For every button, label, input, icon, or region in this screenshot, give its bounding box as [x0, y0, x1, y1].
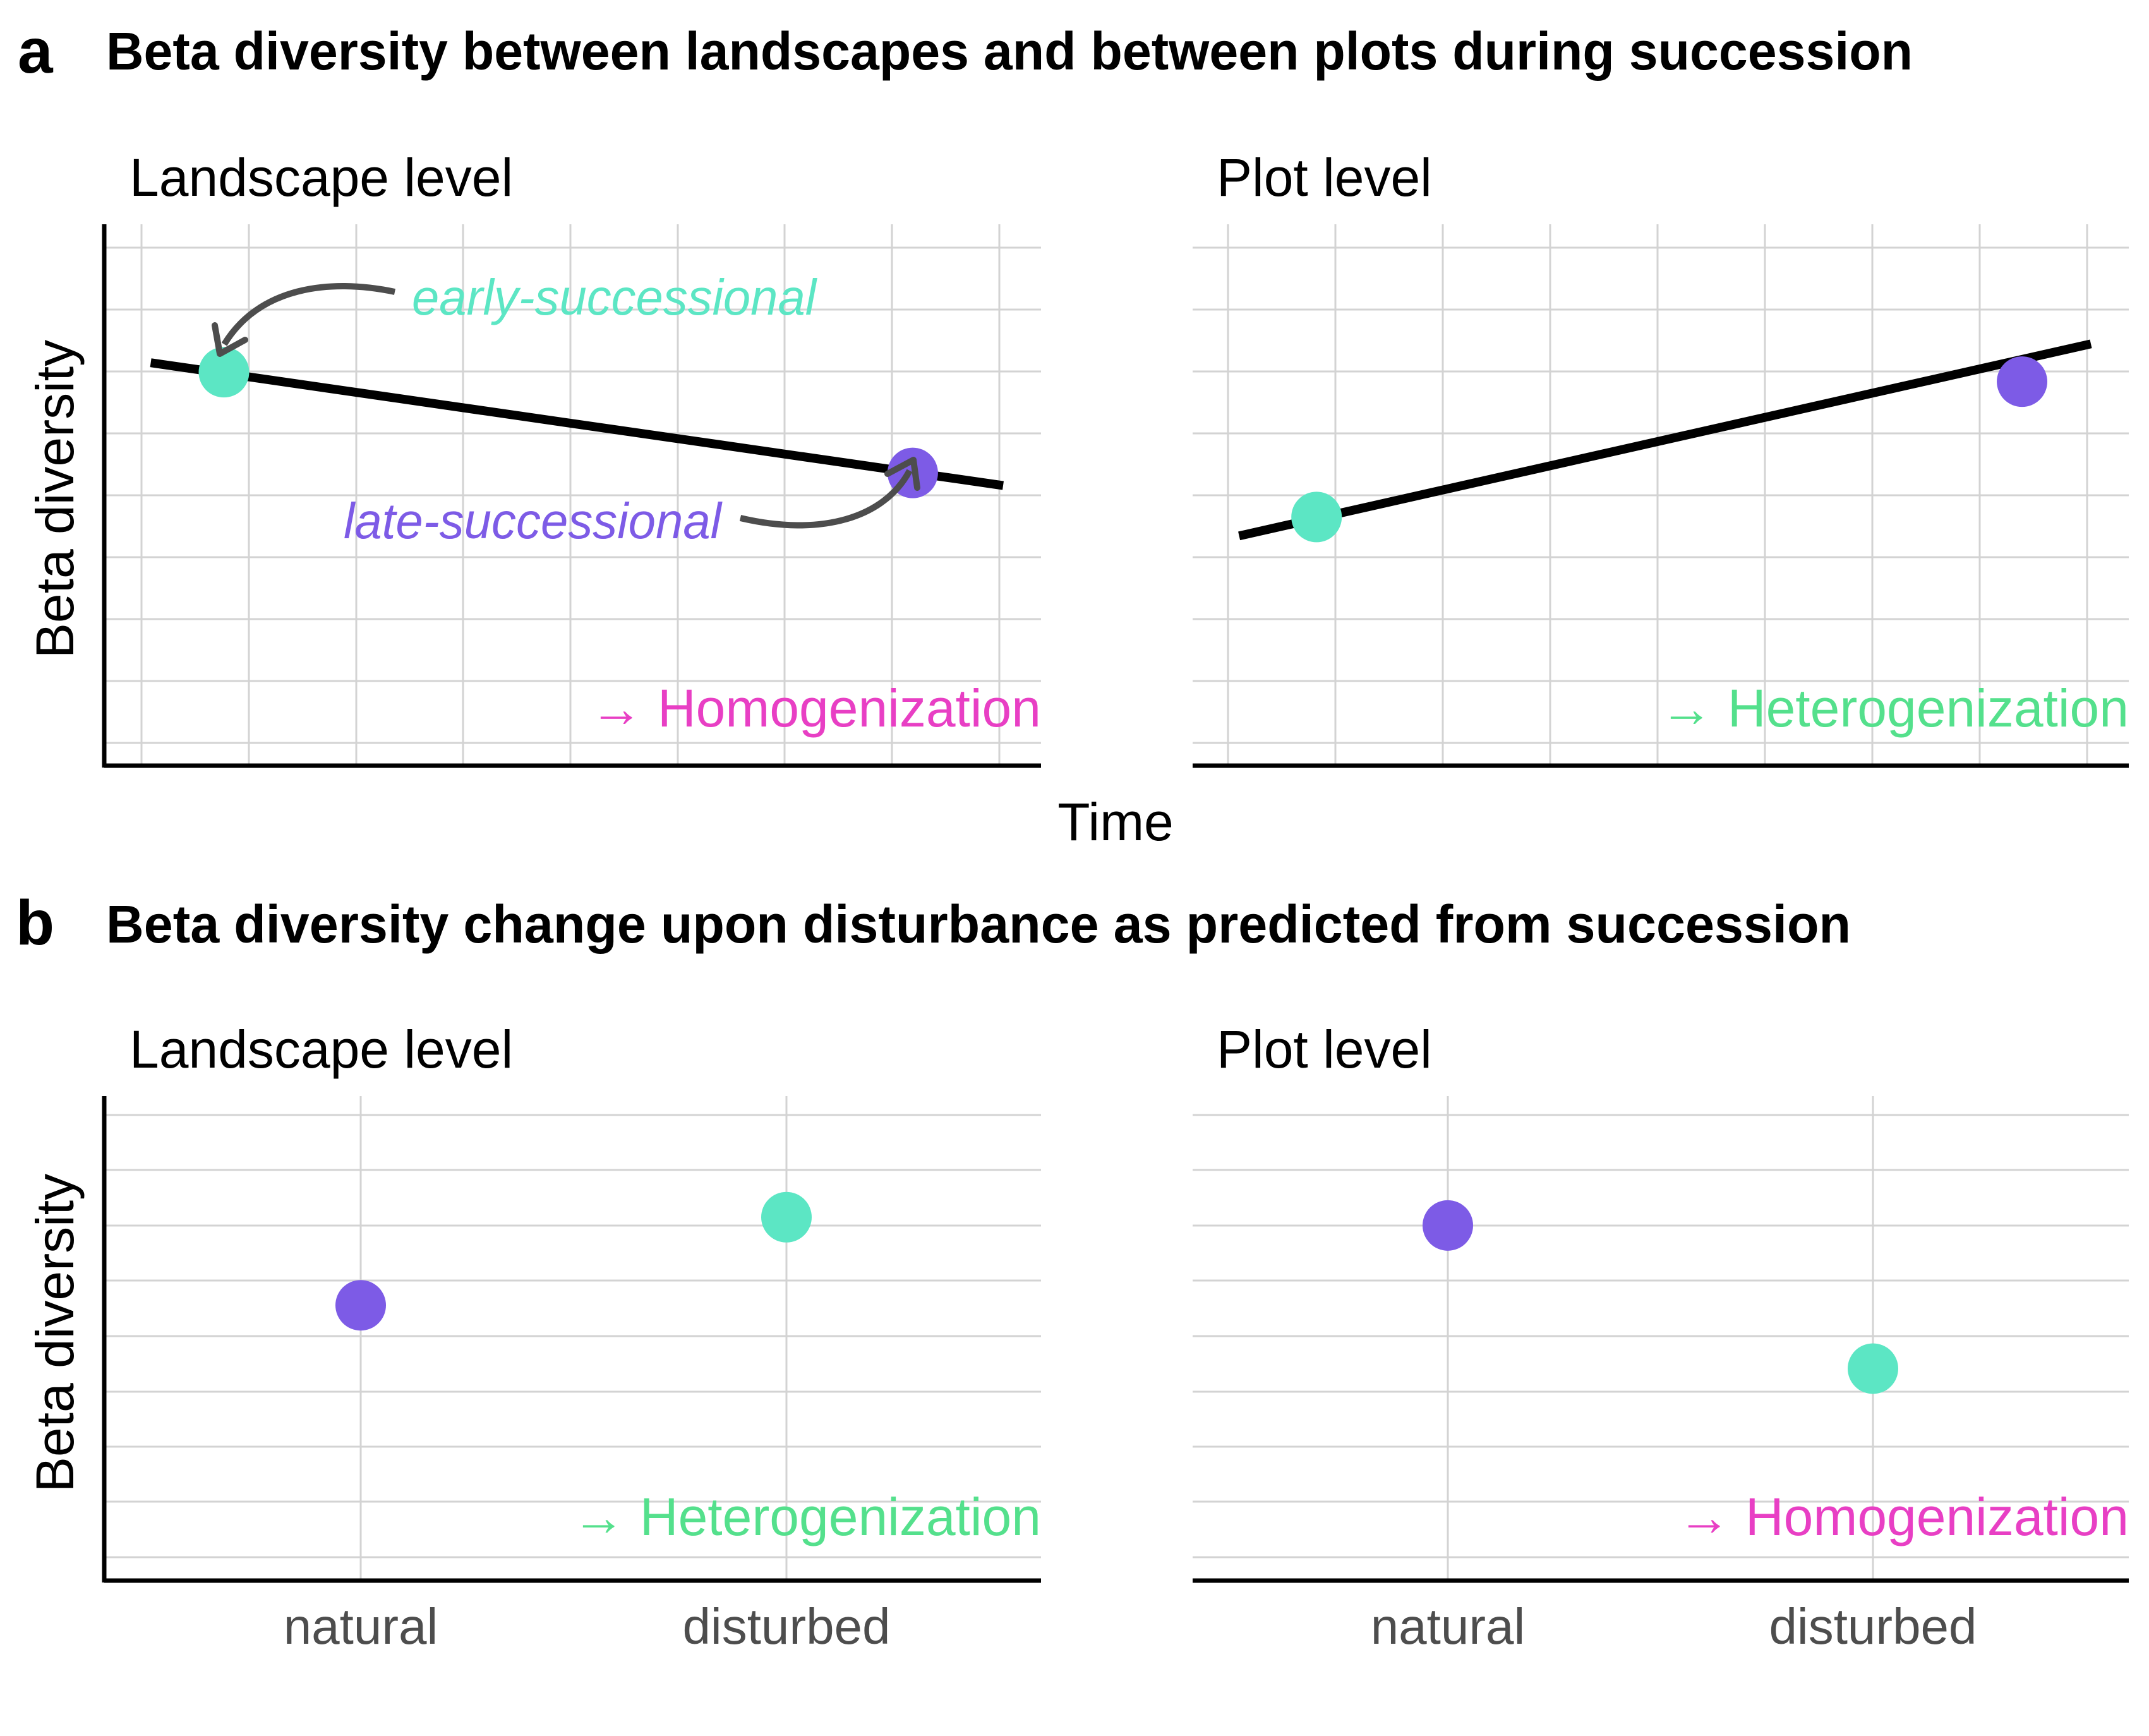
subplot-title: Plot level	[1217, 148, 1432, 207]
panel-a-letter: a	[18, 16, 54, 87]
data-point	[1291, 491, 1342, 543]
subplot-title: Landscape level	[129, 1020, 513, 1079]
early-arrow-curve	[221, 283, 396, 346]
data-point	[761, 1191, 812, 1243]
subplot-title: Landscape level	[129, 148, 513, 207]
subplot-title: Plot level	[1217, 1020, 1432, 1079]
late-successional-annotation: late-successional	[344, 457, 920, 549]
data-point	[335, 1280, 386, 1331]
late-arrow-curve	[739, 469, 913, 529]
x-tick-label: disturbed	[682, 1598, 890, 1655]
panel-b-letter: b	[16, 888, 54, 958]
result-annotation: → Heterogenization	[572, 1487, 1041, 1546]
panel-b-title: Beta diversity change upon disturbance a…	[106, 895, 1851, 954]
panel-a-x-axis-label: Time	[1057, 792, 1174, 852]
landscape-level-disturbance-chart: Landscape level natural disturbed → Heterog…	[102, 1020, 1041, 1655]
result-annotation: → Heterogenization	[1660, 678, 2129, 738]
early-successional-annotation: early-successional	[212, 269, 817, 357]
data-point	[1848, 1343, 1898, 1394]
plot-level-disturbance-chart: Plot level natural disturbed → Homogenizati…	[1193, 1020, 2129, 1655]
result-annotation: → Homogenization	[590, 678, 1041, 738]
data-point	[1423, 1200, 1473, 1251]
panel-b-y-axis-label: Beta diversity	[25, 1174, 85, 1492]
x-tick-label: natural	[1371, 1598, 1526, 1655]
late-arrowhead-icon	[884, 457, 920, 491]
result-annotation: → Homogenization	[1678, 1487, 2129, 1546]
data-point	[198, 347, 250, 398]
panel-a-title: Beta diversity between landscapes and be…	[106, 21, 1913, 81]
early-arrowhead-icon	[212, 322, 248, 357]
panel-a-y-axis-label: Beta diversity	[25, 340, 85, 658]
late-successional-label: late-successional	[344, 493, 723, 549]
data-point	[1997, 356, 2048, 407]
plot-level-time-chart: Plot level → Heterogenization	[1193, 148, 2129, 768]
x-tick-label: disturbed	[1769, 1598, 1977, 1655]
early-successional-label: early-successional	[412, 269, 817, 325]
trend-line	[1238, 339, 2092, 541]
trend-line	[150, 358, 1004, 490]
landscape-level-time-chart: Landscape level → Homogenization	[102, 148, 1041, 768]
x-tick-label: natural	[284, 1598, 438, 1655]
